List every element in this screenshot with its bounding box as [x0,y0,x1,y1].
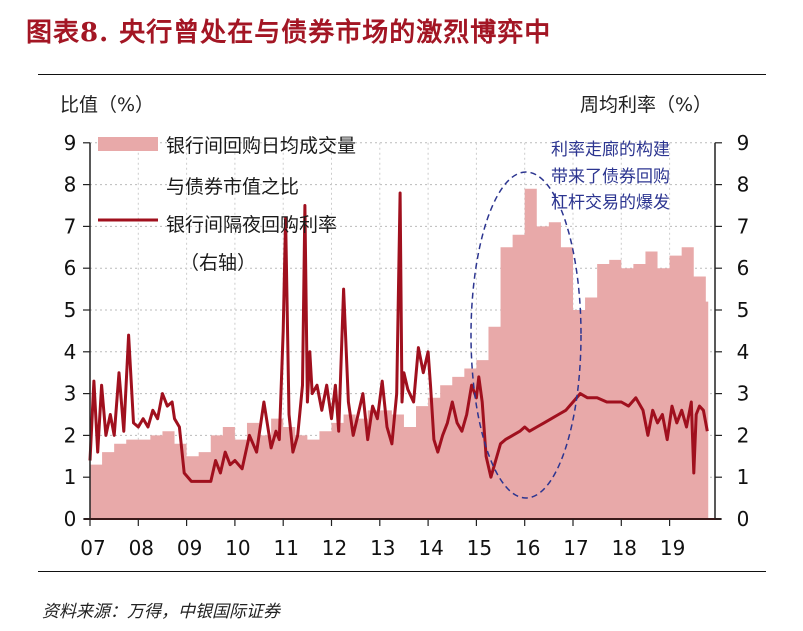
source-note: 资料来源：万得，中银国际证券 [42,602,280,622]
svg-text:9: 9 [64,131,77,155]
annotation-line-3: 杠杆交易的爆发 [551,193,670,213]
ratio-area-series [90,188,709,519]
svg-text:15: 15 [467,536,492,560]
annotation-line-1: 利率走廊的构建 [551,140,670,160]
legend-label-rate-2: （右轴） [180,252,257,274]
svg-text:13: 13 [370,536,395,560]
svg-text:19: 19 [660,536,685,560]
svg-text:3: 3 [64,382,77,406]
svg-text:8: 8 [64,173,77,197]
svg-text:11: 11 [273,536,298,560]
svg-text:2: 2 [64,423,77,447]
axes: 0 01 12 23 34 45 56 67 78 89 907 08 09 10 11 12 13 14 15 16… [64,131,750,560]
svg-text:7: 7 [64,214,77,238]
bottom-divider [38,571,766,572]
svg-text:18: 18 [612,536,637,560]
legend-label-ratio-1: 银行间回购日均成交量 [166,135,357,157]
svg-text:12: 12 [322,536,347,560]
overnight-rate-line-series [88,191,709,483]
svg-text:5: 5 [64,298,77,322]
svg-text:5: 5 [737,298,750,322]
annotation-line-2: 带来了债券回购 [551,167,670,187]
highlight-ellipse [470,171,582,499]
svg-text:14: 14 [418,536,443,560]
svg-text:4: 4 [737,340,750,364]
svg-text:16: 16 [515,536,540,560]
legend-label-ratio-2: 与债券市值之比 [166,176,300,198]
svg-text:9: 9 [737,131,750,155]
svg-text:0: 0 [64,507,77,531]
svg-text:7: 7 [737,214,750,238]
svg-text:3: 3 [737,382,750,406]
legend-label-rate-1: 银行间隔夜回购利率 [166,214,338,236]
svg-text:10: 10 [225,536,250,560]
svg-text:6: 6 [64,256,77,280]
svg-text:8: 8 [737,173,750,197]
top-divider [38,74,766,75]
svg-text:6: 6 [737,256,750,280]
svg-text:07: 07 [80,536,105,560]
svg-text:0: 0 [737,507,750,531]
svg-text:17: 17 [563,536,588,560]
legend-swatch-area [98,137,158,151]
svg-text:4: 4 [64,340,77,364]
left-axis-title: 比值（%） [60,94,155,116]
svg-text:08: 08 [129,536,154,560]
svg-text:1: 1 [64,465,77,489]
svg-text:09: 09 [177,536,202,560]
chart-title: 图表8. 央行曾处在与债券市场的激烈博弈中 [26,18,552,48]
right-axis-title: 周均利率（%） [580,94,713,116]
svg-text:1: 1 [737,465,750,489]
svg-text:2: 2 [737,423,750,447]
